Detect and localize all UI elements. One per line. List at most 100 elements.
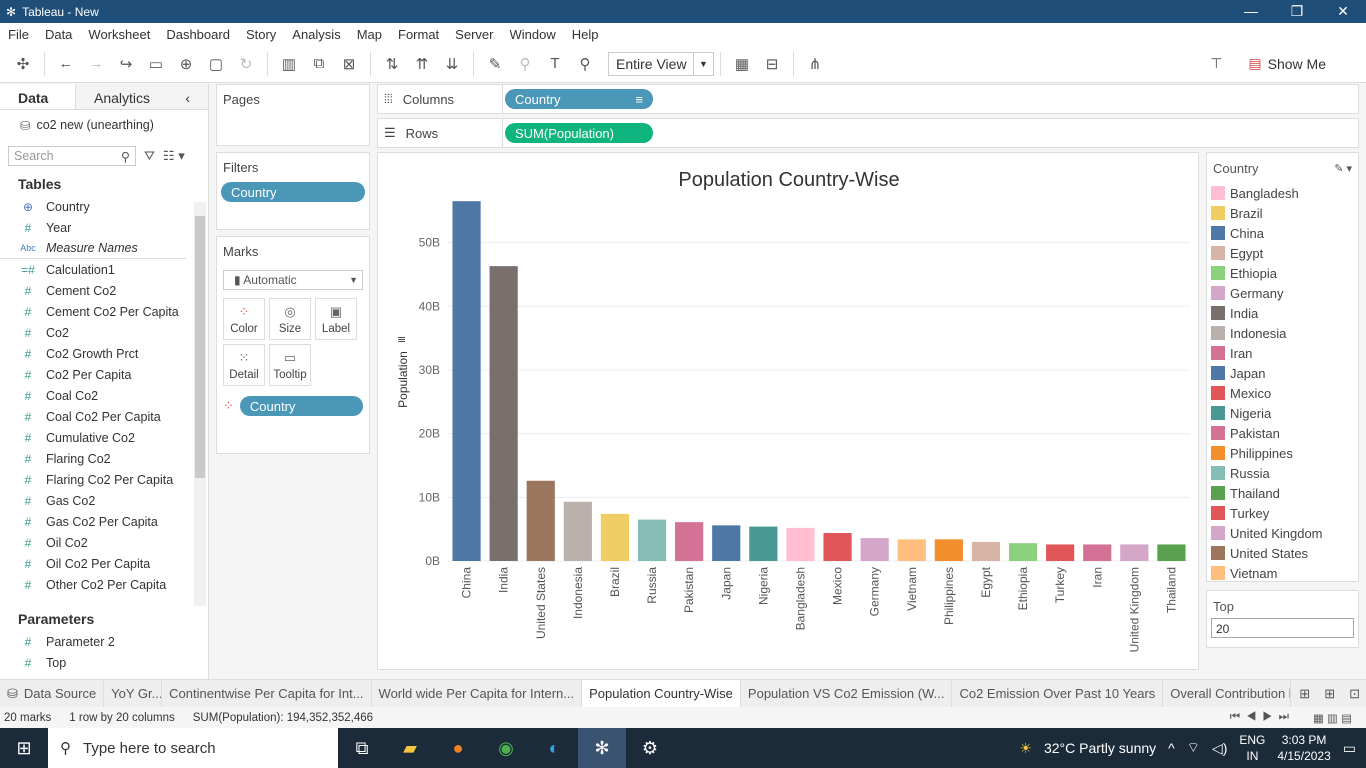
legend-item[interactable]: Thailand <box>1207 483 1358 503</box>
tab-sheet[interactable]: YoY Gr... <box>104 680 163 707</box>
legend-item[interactable]: Mexico <box>1207 383 1358 403</box>
chrome-icon[interactable]: ◉ <box>498 737 514 758</box>
edge-icon[interactable]: ◐ <box>548 737 560 758</box>
menu-dashboard[interactable]: Dashboard <box>166 26 230 42</box>
legend-item[interactable]: United States <box>1207 543 1358 563</box>
swap-icon[interactable]: ⇅ <box>385 55 399 73</box>
show-cards-icon[interactable]: ▦ <box>734 55 750 73</box>
replay-icon[interactable]: ↪ <box>119 55 133 73</box>
clear-sheet-icon[interactable]: ⊠ <box>342 55 356 73</box>
notification-icon[interactable]: ▭ <box>1342 739 1356 756</box>
field-item[interactable]: # Oil Co2 <box>0 532 208 553</box>
datasource-item[interactable]: ⛁ co2 new (unearthing) <box>0 110 208 140</box>
save-icon[interactable]: ▭ <box>148 55 164 73</box>
highlight-icon[interactable]: ✎ <box>488 55 502 73</box>
fields-scrollbar[interactable] <box>194 202 206 606</box>
share-icon[interactable]: ⋔ <box>808 55 822 73</box>
menu-file[interactable]: File <box>8 26 29 42</box>
task-view-icon[interactable]: ⧉ <box>355 737 369 758</box>
legend-item[interactable]: Russia <box>1207 463 1358 483</box>
volume-icon[interactable]: ◁) <box>1211 739 1228 756</box>
rows-pill-population[interactable]: SUM(Population) <box>505 123 653 143</box>
field-item[interactable]: # Other Co2 Per Capita <box>0 574 208 595</box>
field-item[interactable]: # Flaring Co2 <box>0 448 208 469</box>
size-button[interactable]: ◎ Size <box>269 298 311 340</box>
field-item[interactable]: # Co2 Growth Prct <box>0 343 208 364</box>
view-options-icon[interactable]: ☷ ▾ <box>162 148 185 163</box>
scrollbar-thumb[interactable] <box>195 216 205 478</box>
new-story-icon[interactable]: ⊡ <box>1349 685 1360 701</box>
menu-window[interactable]: Window <box>509 26 556 42</box>
field-item[interactable]: # Coal Co2 <box>0 385 208 406</box>
search-input[interactable]: Search ⚲ <box>8 146 136 166</box>
file-explorer-icon[interactable]: ▰ <box>403 737 417 758</box>
legend-item[interactable]: India <box>1207 303 1358 323</box>
parameter-item[interactable]: # Top <box>0 652 208 673</box>
tab-sheet-active[interactable]: Population Country-Wise <box>582 680 741 707</box>
legend-item[interactable]: Germany <box>1207 283 1358 303</box>
presentation-icon[interactable]: ⊟ <box>765 55 779 73</box>
pin-toolbar-icon[interactable]: ⊤ <box>1210 55 1223 71</box>
undo-icon[interactable]: ← <box>58 55 74 72</box>
menu-analysis[interactable]: Analysis <box>292 26 341 42</box>
filter-pill-country[interactable]: Country <box>221 182 365 202</box>
tray-chevron-icon[interactable]: ^ <box>1168 740 1175 756</box>
field-item[interactable]: # Co2 <box>0 322 208 343</box>
network-icon[interactable]: ⌔ <box>1186 739 1200 755</box>
menu-worksheet[interactable]: Worksheet <box>88 26 151 42</box>
new-worksheet-icon[interactable]: ⊞ <box>1299 685 1311 701</box>
new-datasource-icon[interactable]: ⊕ <box>179 55 193 73</box>
field-item[interactable]: # Cumulative Co2 <box>0 427 208 448</box>
mark-type-select[interactable]: ▮ Automatic ▼ <box>223 270 363 290</box>
top-parameter-input[interactable]: 20 <box>1211 618 1354 638</box>
field-item[interactable]: # Cement Co2 Per Capita <box>0 301 208 322</box>
legend-item[interactable]: Bangladesh <box>1207 183 1358 203</box>
legend-item[interactable]: China <box>1207 223 1358 243</box>
menu-format[interactable]: Format <box>398 26 440 42</box>
sort-descending-icon[interactable]: ⇊ <box>445 55 459 73</box>
legend-item[interactable]: United Kingdom <box>1207 523 1358 543</box>
field-item[interactable]: # Co2 Per Capita <box>0 364 208 385</box>
color-button[interactable]: ⁘ Color <box>223 298 265 340</box>
legend-item[interactable]: Nigeria <box>1207 403 1358 423</box>
menu-help[interactable]: Help <box>571 26 599 42</box>
label-button[interactable]: ▣ Label <box>315 298 357 340</box>
legend-item[interactable]: Egypt <box>1207 243 1358 263</box>
tab-data[interactable]: Data <box>0 84 76 109</box>
menu-map[interactable]: Map <box>356 26 382 42</box>
field-item[interactable]: # Gas Co2 <box>0 490 208 511</box>
filter-icon[interactable]: ⛛ <box>144 148 155 163</box>
legend-item[interactable]: Turkey <box>1207 503 1358 523</box>
redo-icon[interactable]: → <box>88 55 104 72</box>
legend-item[interactable]: Philippines <box>1207 443 1358 463</box>
view-fit-select[interactable]: Entire View ▼ <box>608 51 714 76</box>
field-item[interactable]: # Year <box>0 217 208 238</box>
field-item[interactable]: ⊕ Country <box>0 196 208 217</box>
menu-data[interactable]: Data <box>44 26 73 42</box>
legend-item[interactable]: Iran <box>1207 343 1358 363</box>
filters-card[interactable]: Filters Country <box>216 152 370 230</box>
tab-sheet[interactable]: Population VS Co2 Emission (W... <box>741 680 953 707</box>
menu-story[interactable]: Story <box>245 26 277 42</box>
pause-updates-icon[interactable]: ▢ <box>208 55 224 73</box>
field-item[interactable]: # Gas Co2 Per Capita <box>0 511 208 532</box>
pages-card[interactable]: Pages <box>216 84 370 146</box>
tab-analytics[interactable]: Analytics ‹ <box>76 84 208 109</box>
tab-sheet[interactable]: Overall Contribution b <box>1163 680 1292 707</box>
legend-item[interactable]: Indonesia <box>1207 323 1358 343</box>
restore-button[interactable]: ❐ <box>1290 3 1304 19</box>
detail-button[interactable]: ⁙ Detail <box>223 344 265 386</box>
pin-icon[interactable]: ⚲ <box>579 55 591 73</box>
windows-start-icon[interactable]: ⊞ <box>16 737 32 758</box>
legend-item[interactable]: Vietnam <box>1207 563 1358 583</box>
sort-ascending-icon[interactable]: ⇈ <box>415 55 429 73</box>
tab-sheet[interactable]: Continentwise Per Capita for Int... <box>162 680 372 707</box>
tableau-start-icon[interactable]: ✣ <box>16 55 30 73</box>
field-item[interactable]: =# Calculation1 <box>0 259 208 280</box>
group-icon[interactable]: ⚲ <box>519 55 531 73</box>
taskbar-search-input[interactable]: ⚲ Type here to search <box>48 728 338 768</box>
close-button[interactable]: ✕ <box>1337 3 1349 19</box>
field-item[interactable]: # Cement Co2 <box>0 280 208 301</box>
sheet-navigation-icon[interactable]: ⏮◀▶⏭ <box>1229 711 1295 723</box>
tab-sheet[interactable]: World wide Per Capita for Intern... <box>372 680 583 707</box>
